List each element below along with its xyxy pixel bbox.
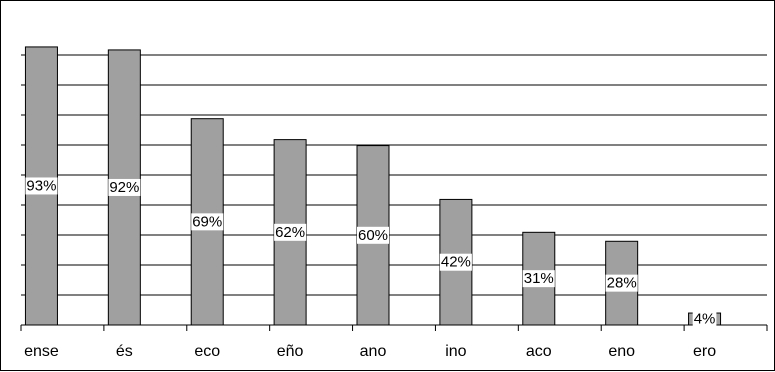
data-label-background <box>522 270 555 288</box>
data-label-background <box>191 213 224 231</box>
x-axis <box>20 324 768 331</box>
x-tick-label-ero: ero <box>693 343 716 360</box>
x-tick-label-eno: eno <box>608 343 635 360</box>
data-label-background <box>108 178 141 196</box>
data-label-eco: 69% <box>192 213 222 230</box>
data-label-background <box>274 223 307 241</box>
data-label-group: 69% <box>191 213 224 231</box>
x-tick-label-ano: ano <box>360 343 387 360</box>
x-tick-label-eño: eño <box>277 343 304 360</box>
data-label-és: 92% <box>109 179 139 196</box>
data-label-group: 4% <box>692 310 717 328</box>
data-label-ino: 42% <box>441 254 471 271</box>
data-label-ense: 93% <box>26 177 56 194</box>
x-tick-label-ense: ense <box>24 343 59 360</box>
data-labels: 93% 92% 69% 62% 60% 42% 31% 28% 4% <box>25 177 717 328</box>
data-label-group: 28% <box>605 274 638 292</box>
x-tick-label-eco: eco <box>194 343 220 360</box>
data-label-group: 92% <box>108 178 141 196</box>
data-label-background <box>692 310 717 328</box>
data-label-eno: 28% <box>607 275 637 292</box>
data-label-group: 93% <box>25 177 58 195</box>
data-label-group: 42% <box>439 253 472 271</box>
data-label-aco: 31% <box>524 270 554 287</box>
x-tick-label-aco: aco <box>526 343 552 360</box>
data-label-background <box>439 253 472 271</box>
data-label-eño: 62% <box>275 224 305 241</box>
data-label-group: 60% <box>356 226 390 244</box>
data-label-background <box>605 274 638 292</box>
data-label-group: 62% <box>274 223 307 241</box>
data-label-background <box>25 177 58 195</box>
x-tick-label-ino: ino <box>445 343 466 360</box>
data-label-group: 31% <box>522 270 555 288</box>
x-tick-label-és: és <box>116 343 133 360</box>
data-label-ero: 4% <box>694 311 716 328</box>
data-label-background <box>356 226 390 244</box>
gridlines <box>21 54 767 296</box>
data-label-ano: 60% <box>358 227 388 244</box>
x-tick-labels: ense és eco eño ano ino aco eno ero <box>24 343 716 360</box>
